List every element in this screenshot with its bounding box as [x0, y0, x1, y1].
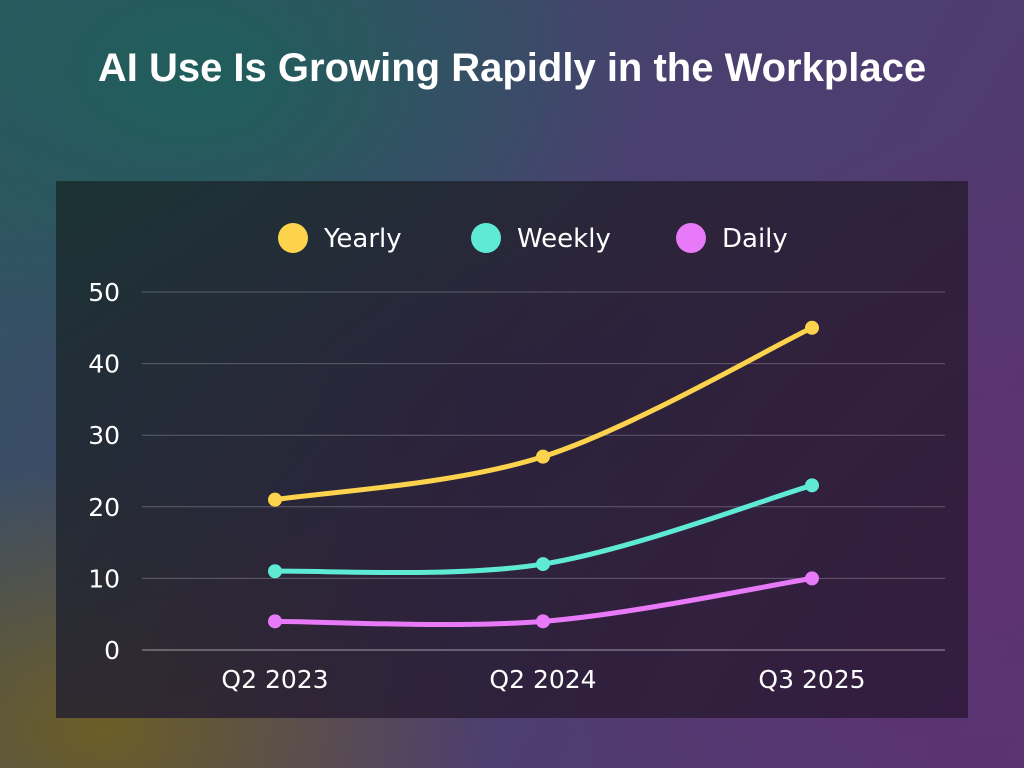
data-point-daily	[536, 614, 550, 629]
y-tick-label: 50	[88, 278, 120, 307]
legend-label: Weekly	[517, 224, 611, 254]
legend-marker	[676, 223, 706, 253]
y-tick-label: 0	[104, 636, 120, 665]
x-tick-label: Q2 2023	[221, 665, 328, 694]
data-point-weekly	[805, 478, 819, 493]
legend-label: Yearly	[323, 224, 402, 254]
data-point-daily	[805, 571, 819, 586]
legend-label: Daily	[722, 224, 788, 254]
data-point-yearly	[268, 492, 282, 507]
chart-title: AI Use Is Growing Rapidly in the Workpla…	[97, 46, 927, 90]
data-point-daily	[268, 614, 282, 629]
y-tick-label: 20	[88, 493, 120, 522]
data-point-weekly	[268, 564, 282, 579]
chart-panel	[56, 181, 968, 718]
data-point-weekly	[536, 557, 550, 572]
series-line-yearly	[272, 325, 815, 503]
y-tick-label: 30	[88, 421, 120, 450]
legend-marker	[471, 223, 501, 253]
data-point-yearly	[805, 320, 819, 335]
x-tick-label: Q2 2024	[489, 665, 596, 694]
x-tick-label: Q3 2025	[758, 665, 865, 694]
y-tick-label: 10	[88, 564, 120, 593]
legend-marker	[278, 223, 308, 253]
data-point-yearly	[536, 449, 550, 464]
y-tick-label: 40	[88, 350, 120, 379]
